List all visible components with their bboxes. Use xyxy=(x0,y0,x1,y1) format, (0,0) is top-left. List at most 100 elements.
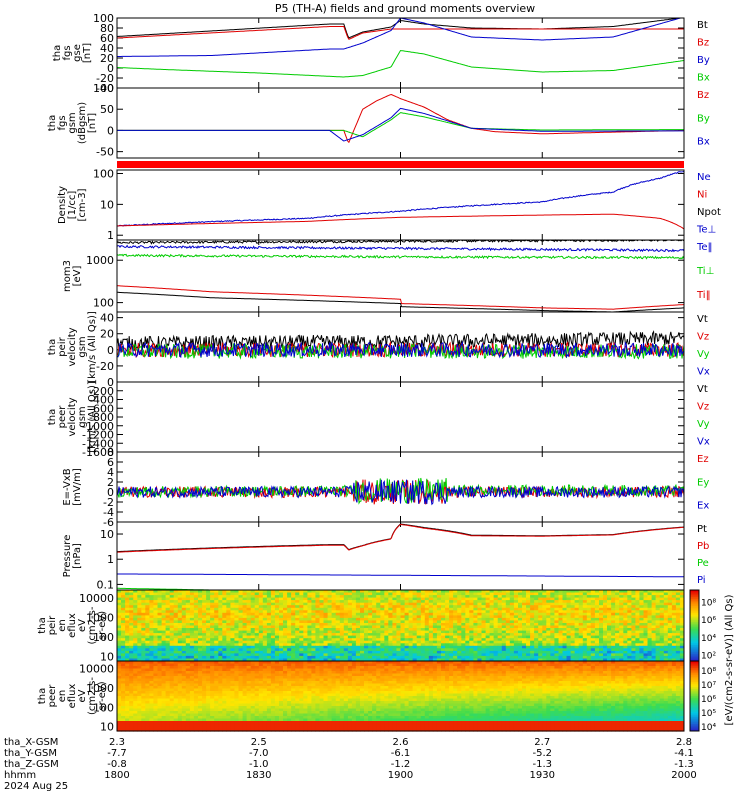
heatmap-cell xyxy=(586,643,592,647)
heatmap-cell xyxy=(651,615,657,619)
heatmap-cell xyxy=(615,630,620,634)
heatmap-cell xyxy=(635,655,640,659)
heatmap-cell xyxy=(493,592,499,596)
heatmap-cell xyxy=(343,630,349,634)
heatmap-cell xyxy=(623,617,628,621)
heatmap-cell xyxy=(250,661,256,665)
heatmap-cell xyxy=(214,648,219,652)
heatmap-cell xyxy=(210,635,215,639)
heatmap-cell xyxy=(489,625,495,629)
heatmap-cell xyxy=(185,615,191,619)
heatmap-cell xyxy=(611,610,616,614)
heatmap-cell xyxy=(141,645,146,649)
heatmap-cell xyxy=(222,590,227,594)
heatmap-cell xyxy=(643,666,649,670)
heatmap-cell xyxy=(449,650,454,654)
heatmap-cell xyxy=(603,661,608,665)
heatmap-cell xyxy=(465,602,470,606)
heatmap-cell xyxy=(671,650,677,654)
heatmap-cell xyxy=(594,630,600,634)
heatmap-cell xyxy=(635,666,640,670)
heatmap-cell xyxy=(651,638,657,642)
legend-entry: Bt xyxy=(697,20,708,31)
heatmap-cell xyxy=(619,625,624,629)
heatmap-cell xyxy=(562,668,568,672)
heatmap-cell xyxy=(173,643,179,647)
heatmap-cell xyxy=(242,600,248,604)
heatmap-cell xyxy=(246,607,252,611)
heatmap-cell xyxy=(627,653,632,657)
heatmap-cell xyxy=(246,625,252,629)
y-tick-label: -1200 xyxy=(82,429,114,442)
heatmap-cell xyxy=(445,633,450,637)
heatmap-cell xyxy=(667,668,673,672)
heatmap-cell xyxy=(388,648,393,652)
heatmap-cell xyxy=(558,663,564,667)
heatmap-cell xyxy=(274,668,280,672)
heatmap-cell xyxy=(534,615,539,619)
heatmap-cell xyxy=(408,648,414,652)
heatmap-cell xyxy=(570,610,576,614)
heatmap-cell xyxy=(226,617,231,621)
heatmap-cell xyxy=(331,595,337,599)
heatmap-cell xyxy=(635,645,640,649)
heatmap-cell xyxy=(436,648,442,652)
heatmap-cell xyxy=(270,625,276,629)
heatmap-cell xyxy=(270,645,276,649)
heatmap-cell xyxy=(675,635,681,639)
heatmap-cell xyxy=(574,605,580,609)
heatmap-cell xyxy=(453,623,458,627)
heatmap-cell xyxy=(202,610,207,614)
heatmap-cell xyxy=(554,605,559,609)
heatmap-cell xyxy=(493,645,499,649)
heatmap-cell xyxy=(534,630,539,634)
heatmap-cell xyxy=(153,653,158,657)
heatmap-cell xyxy=(226,655,231,659)
heatmap-cell xyxy=(530,612,535,616)
heatmap-cell xyxy=(145,655,150,659)
heatmap-cell xyxy=(137,610,142,614)
heatmap-cell xyxy=(283,640,288,644)
heatmap-cell xyxy=(485,655,491,659)
heatmap-cell xyxy=(319,610,325,614)
heatmap-cell xyxy=(173,623,179,627)
heatmap-cell xyxy=(246,668,252,672)
heatmap-cell xyxy=(441,620,446,624)
heatmap-cell xyxy=(117,617,122,621)
heatmap-cell xyxy=(339,600,345,604)
heatmap-cell xyxy=(671,653,677,657)
heatmap-cell xyxy=(319,650,325,654)
heatmap-cell xyxy=(254,628,260,632)
heatmap-cell xyxy=(198,671,203,675)
heatmap-cell xyxy=(428,605,434,609)
heatmap-cell xyxy=(347,653,353,657)
heatmap-cell xyxy=(165,640,171,644)
heatmap-cell xyxy=(376,620,381,624)
heatmap-cell xyxy=(295,615,300,619)
heatmap-cell xyxy=(465,630,470,634)
heatmap-cell xyxy=(663,643,669,647)
heatmap-cell xyxy=(615,640,620,644)
heatmap-cell xyxy=(663,612,669,616)
heatmap-cell xyxy=(473,633,478,637)
heatmap-cell xyxy=(534,655,539,659)
heatmap-cell xyxy=(145,625,150,629)
heatmap-cell xyxy=(133,607,138,611)
heatmap-cell xyxy=(408,595,414,599)
heatmap-cell xyxy=(481,666,487,670)
heatmap-cell xyxy=(125,610,130,614)
heatmap-cell xyxy=(230,663,235,667)
heatmap-cell xyxy=(461,663,466,667)
heatmap-cell xyxy=(453,653,458,657)
heatmap-cell xyxy=(214,640,219,644)
heatmap-cell xyxy=(291,605,296,609)
heatmap-cell xyxy=(578,602,584,606)
heatmap-cell xyxy=(360,630,365,634)
heatmap-cell xyxy=(546,592,551,596)
heatmap-cell xyxy=(307,643,312,647)
heatmap-cell xyxy=(408,620,414,624)
heatmap-cell xyxy=(631,617,636,621)
heatmap-cell xyxy=(258,648,264,652)
heatmap-cell xyxy=(355,650,361,654)
heatmap-cell xyxy=(675,648,681,652)
